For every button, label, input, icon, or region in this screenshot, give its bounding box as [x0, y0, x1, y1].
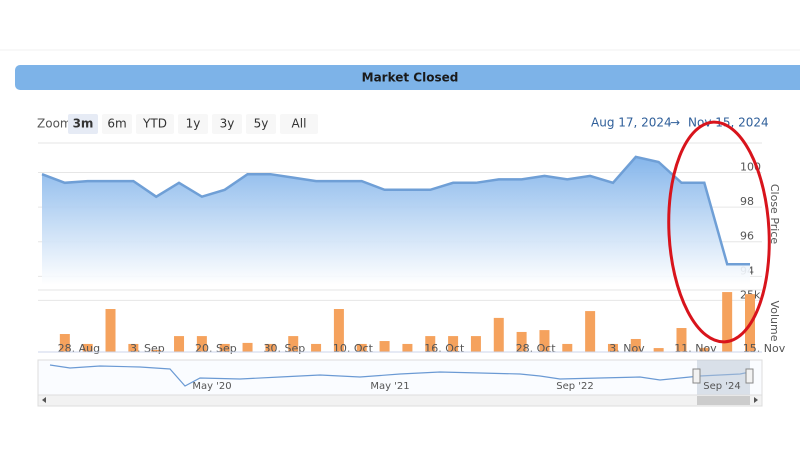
zoom-button-bg[interactable]	[68, 114, 98, 134]
volume-bar	[425, 336, 436, 352]
navigator-label: Sep '22	[556, 381, 594, 392]
volume-bar	[356, 343, 367, 352]
volume-bar	[699, 347, 710, 352]
price-line	[41, 155, 750, 266]
volume-bar	[105, 309, 116, 352]
navigator-label: May '20	[192, 381, 231, 392]
volume-bar	[607, 343, 618, 352]
volume-bar	[653, 348, 664, 352]
navigator-handle[interactable]	[692, 368, 701, 384]
scroll-left[interactable]	[42, 397, 46, 403]
volume-bar	[493, 317, 504, 352]
navigator-series	[49, 364, 751, 387]
scroll-right[interactable]	[754, 397, 758, 403]
volume-bar	[288, 336, 299, 352]
zoom-buttons: 3m 6m YTD 1y 3y 5y All	[68, 114, 318, 134]
zoom-label: Zoom	[37, 117, 72, 131]
scrollbar-thumb[interactable]	[697, 396, 750, 405]
volume-bar	[516, 331, 527, 352]
range-to[interactable]: Nov 15, 2024	[688, 116, 769, 130]
zoom-button[interactable]: All	[292, 117, 307, 131]
volume-bar	[174, 336, 185, 352]
area-fill	[42, 156, 750, 285]
volume-bar	[448, 336, 459, 352]
volume-bar	[151, 349, 162, 352]
volume-bar	[379, 341, 390, 352]
volume-bar	[585, 311, 596, 352]
zoom-button[interactable]: 3m	[73, 117, 94, 131]
volume-bar	[402, 343, 413, 352]
volume-bar	[470, 336, 481, 352]
volume-bar	[562, 343, 573, 352]
zoom-button-bg[interactable]	[246, 114, 276, 134]
volume-bar	[265, 343, 276, 352]
x-tick-label: 11. Nov	[674, 342, 717, 355]
y-axis-title: Volume	[768, 301, 781, 342]
zoom-button-bg[interactable]	[280, 114, 318, 134]
x-tick-label: 28. Aug	[58, 342, 100, 355]
y-tick-label: 96	[740, 230, 754, 243]
volume-bar	[59, 334, 70, 352]
x-tick-label: 15. Nov	[743, 342, 786, 355]
x-tick-label: 10. Oct	[333, 342, 374, 355]
volume-bar	[311, 343, 322, 352]
zoom-button-bg[interactable]	[102, 114, 132, 134]
x-tick-label: 20. Sep	[195, 342, 237, 355]
navigator-selection[interactable]	[697, 360, 750, 395]
volume-bar	[82, 343, 93, 352]
scrollbar[interactable]	[37, 394, 763, 407]
volume-bar	[539, 330, 550, 352]
x-tick-label: 28. Oct	[516, 342, 557, 355]
zoom-button-bg[interactable]	[136, 114, 174, 134]
status-banner	[15, 65, 800, 90]
annotation-ellipse	[667, 120, 771, 344]
range-arrow: →	[670, 116, 680, 130]
zoom-button[interactable]: 3y	[220, 117, 235, 131]
volume-bar	[196, 336, 207, 352]
volume-bar	[242, 342, 253, 352]
volume-bar	[128, 343, 139, 352]
navigator-label: May '21	[370, 381, 409, 392]
navigator-label: Sep '24	[703, 381, 741, 392]
x-tick-label: 3. Sep	[130, 342, 165, 355]
y-tick-label: 98	[740, 195, 754, 208]
zoom-button-bg[interactable]	[212, 114, 242, 134]
range-from[interactable]: Aug 17, 2024	[591, 116, 672, 130]
zoom-button[interactable]: YTD	[142, 117, 167, 131]
zoom-button-bg[interactable]	[178, 114, 208, 134]
volume-bar	[722, 292, 733, 352]
zoom-button[interactable]: 6m	[107, 117, 126, 131]
volume-bar	[333, 309, 344, 352]
x-tick-label: 3. Nov	[609, 342, 645, 355]
volume-bar	[676, 328, 687, 352]
navigator-handle[interactable]	[745, 368, 754, 384]
volume-bar	[630, 338, 641, 352]
zoom-button[interactable]: 1y	[186, 117, 201, 131]
y-axis-title: Close Price	[768, 184, 781, 245]
volume-bar	[219, 343, 230, 352]
x-tick-label: 16. Oct	[424, 342, 465, 355]
banner-text: Market Closed	[362, 71, 459, 85]
zoom-button[interactable]: 5y	[254, 117, 269, 131]
x-tick-label: 30. Sep	[264, 342, 306, 355]
navigator-labels: May '20 May '21 Sep '22 Sep '24	[192, 381, 740, 392]
